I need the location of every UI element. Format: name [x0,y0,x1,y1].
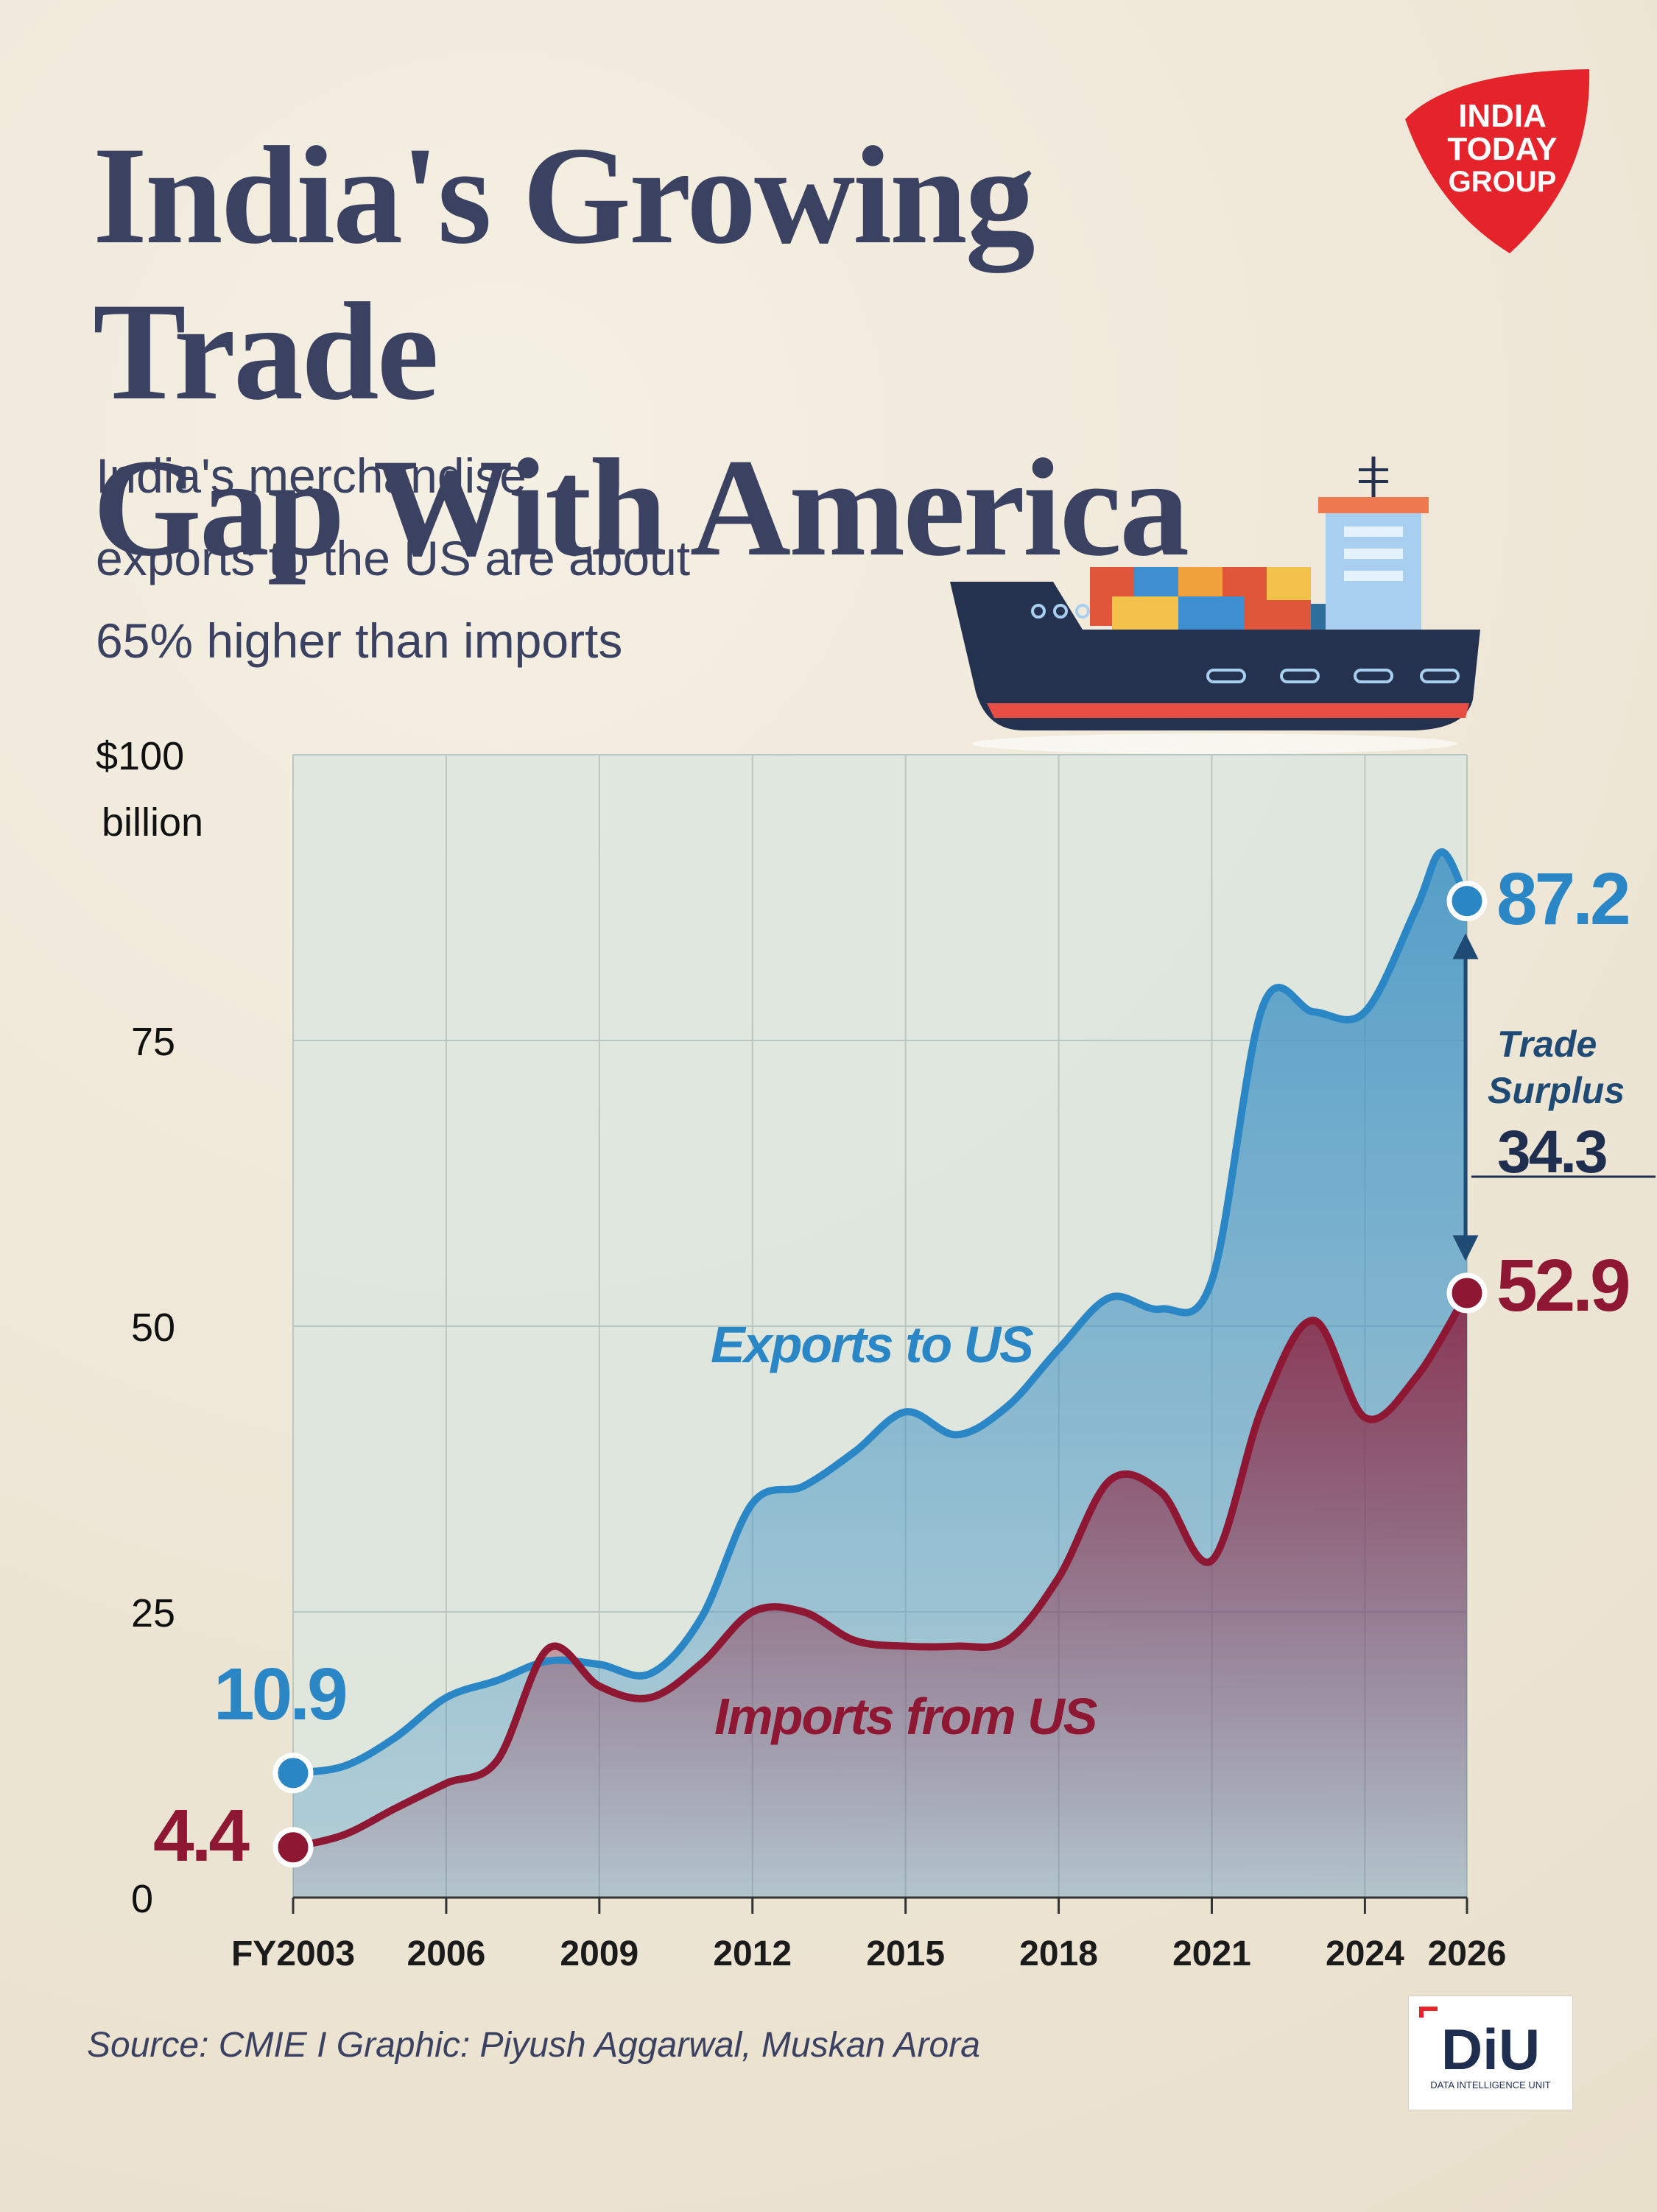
exports-series-label: Exports to US [711,1316,1033,1373]
logo-line-3: GROUP [1449,166,1557,198]
x-tick-label: 2006 [407,1934,486,1973]
ship-containers [1090,567,1362,630]
chart-subtitle: India's merchandise exports to the US ar… [96,434,943,682]
imports-line [289,1289,1471,1851]
y-tick-label: 0 [131,1877,153,1921]
ship-hull-stripe [987,703,1469,718]
surplus-value: 34.3 [1497,1119,1606,1186]
diu-logo-mark: DiU [1441,2017,1540,2082]
subtitle-line-2: exports to the US are about [96,531,691,585]
surplus-label-line-1: Trade [1497,1024,1597,1065]
axis-ticks: 0 25 50 75 $100 FY2003 2006 2009 2012 2015 2018 202… [96,734,1506,1973]
ship-hull [950,582,1480,730]
imports-series-label: Imports from US [714,1688,1097,1745]
y-tick-label: 50 [131,1306,175,1350]
surplus-label-line-2: Surplus [1488,1070,1625,1111]
imports-area [293,1292,1467,1898]
exports-end-value: 87.2 [1496,858,1628,940]
imports-end-value: 52.9 [1496,1244,1628,1327]
x-tick-label: FY2003 [231,1934,355,1973]
chart-title: India's Growing Trade Gap With America [93,118,1345,586]
diu-logo-box [1408,1996,1573,2110]
logo-line-1: INDIA [1458,98,1547,134]
source-note: Source: CMIE I Graphic: Piyush Aggarwal,… [87,2026,980,2065]
y-tick-label: $100 [96,734,184,778]
x-tick-label: 2018 [1019,1934,1098,1973]
exports-start-point [272,1753,314,1794]
subtitle-line-1: India's merchandise [96,448,527,503]
ship-bridge [1318,457,1429,633]
x-tick-label: 2026 [1428,1934,1507,1973]
diu-logo-tagline: DATA INTELLIGENCE UNIT [1430,2079,1551,2091]
x-tick-label: 2021 [1172,1934,1251,1973]
y-tick-label: 75 [131,1020,175,1064]
logo-shield-shape [1405,69,1590,253]
logo-line-2: TODAY [1447,131,1557,167]
diu-logo-bracket [1419,2007,1438,2018]
imports-end-point [1446,1272,1488,1314]
title-line-2: Gap With America [93,431,1189,585]
x-tick-label: 2024 [1326,1934,1404,1973]
exports-end-point [1446,881,1488,922]
imports-start-value: 4.4 [153,1794,250,1877]
title-line-1: India's Growing Trade [93,119,1035,429]
y-tick-label: 25 [131,1591,175,1635]
cargo-ship-illustration [950,457,1480,754]
india-today-logo: INDIA TODAY GROUP [1405,69,1590,253]
imports-start-point [272,1827,314,1868]
exports-line [289,848,1471,1777]
y-unit-label: billion [102,800,203,845]
end-markers [272,881,1488,1868]
x-tick-label: 2009 [560,1934,638,1973]
ship-portholes [1031,604,1460,683]
exports-start-value: 10.9 [214,1653,345,1736]
x-tick-label: 2012 [713,1934,792,1973]
diu-logo: DiU DATA INTELLIGENCE UNIT [1408,1996,1573,2110]
x-tick-label: 2015 [866,1934,945,1973]
ship-wave [972,733,1458,754]
subtitle-line-3: 65% higher than imports [96,613,623,668]
